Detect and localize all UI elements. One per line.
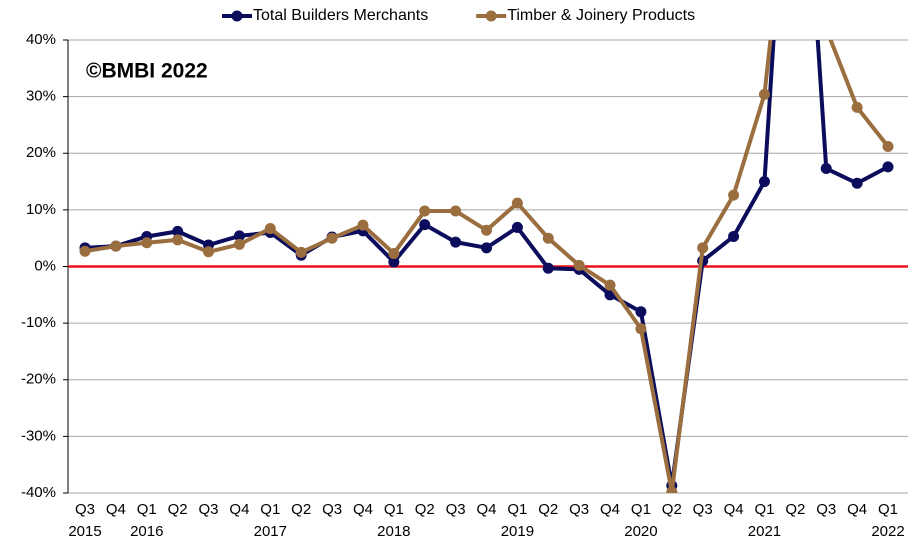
point [172,225,184,237]
x-year-label: 2017 [254,523,287,540]
y-tick-label: -10% [21,314,56,331]
point [295,246,307,258]
x-tick-label: Q1 [754,501,774,518]
point [388,247,400,259]
point [110,240,122,252]
point [511,197,523,209]
x-tick-label: Q2 [415,501,435,518]
point [388,256,400,268]
point [419,219,431,231]
x-tick-label: Q4 [229,501,249,518]
x-year-label: 2015 [68,523,101,540]
x-tick-label: Q3 [322,501,342,518]
point [882,161,894,173]
legend-marker [231,10,243,22]
annotation: ©BMBI 2022 [86,60,208,83]
point [573,259,585,271]
x-tick-label: Q4 [724,501,744,518]
plot-area [79,23,894,493]
point [419,205,431,217]
point [481,224,492,236]
x-tick-label: Q3 [446,501,466,518]
legend-label: Total Builders Merchants [253,7,428,24]
x-tick-label: Q2 [538,501,558,518]
point [851,177,863,189]
x-tick-label: Q3 [816,501,836,518]
x-tick-label: Q2 [662,501,682,518]
x-tick-label: Q2 [168,501,188,518]
y-tick-label: -20% [21,371,56,388]
x-tick-label: Q3 [75,501,95,518]
point [604,279,616,291]
x-tick-label: Q1 [137,501,157,518]
point [172,234,184,246]
point [450,236,462,248]
point [820,163,832,175]
y-tick-label: -30% [21,427,56,444]
point [542,262,554,274]
y-tick-label: 40% [26,31,56,48]
x-tick-label: Q1 [507,501,527,518]
point [326,232,338,244]
x-tick-label: Q1 [878,501,898,518]
x-tick-label: Q4 [106,501,126,518]
legend-marker [485,10,497,22]
x-year-label: 2016 [130,523,163,540]
y-tick-label: 10% [26,201,56,218]
point [882,140,894,152]
x-tick-label: Q2 [291,501,311,518]
y-tick-label: 30% [26,88,56,105]
x-year-label: 2020 [624,523,657,540]
x-tick-label: Q1 [631,501,651,518]
point [79,245,91,257]
x-tick-label: Q1 [260,501,280,518]
point [758,176,770,188]
point [141,237,153,249]
point [481,242,492,254]
point [233,238,245,250]
x-tick-label: Q4 [353,501,373,518]
point [357,219,369,231]
x-tick-label: Q3 [693,501,713,518]
point [728,230,740,242]
point [450,205,462,217]
point [203,246,215,258]
point [635,323,647,335]
x-tick-label: Q4 [847,501,867,518]
point [233,230,245,242]
x-year-label: 2019 [501,523,534,540]
x-tick-label: Q4 [600,501,620,518]
x-tick-label: Q3 [569,501,589,518]
point [728,189,740,201]
legend-label: Timber & Joinery Products [507,7,695,24]
point [511,221,523,233]
x-tick-label: Q3 [199,501,219,518]
point [542,232,554,244]
x-tick-label: Q4 [476,501,496,518]
point [821,23,832,34]
point [666,486,678,493]
point [264,223,276,235]
x-year-label: 2018 [377,523,410,540]
point [635,306,647,318]
point [851,101,863,113]
point [758,88,770,100]
y-tick-label: 20% [26,144,56,161]
x-tick-label: Q1 [384,501,404,518]
x-year-label: 2021 [748,523,781,540]
y-tick-label: -40% [21,484,56,501]
y-tick-label: 0% [34,257,56,274]
point [697,242,709,254]
x-year-label: 2022 [871,523,904,540]
x-tick-label: Q2 [785,501,805,518]
